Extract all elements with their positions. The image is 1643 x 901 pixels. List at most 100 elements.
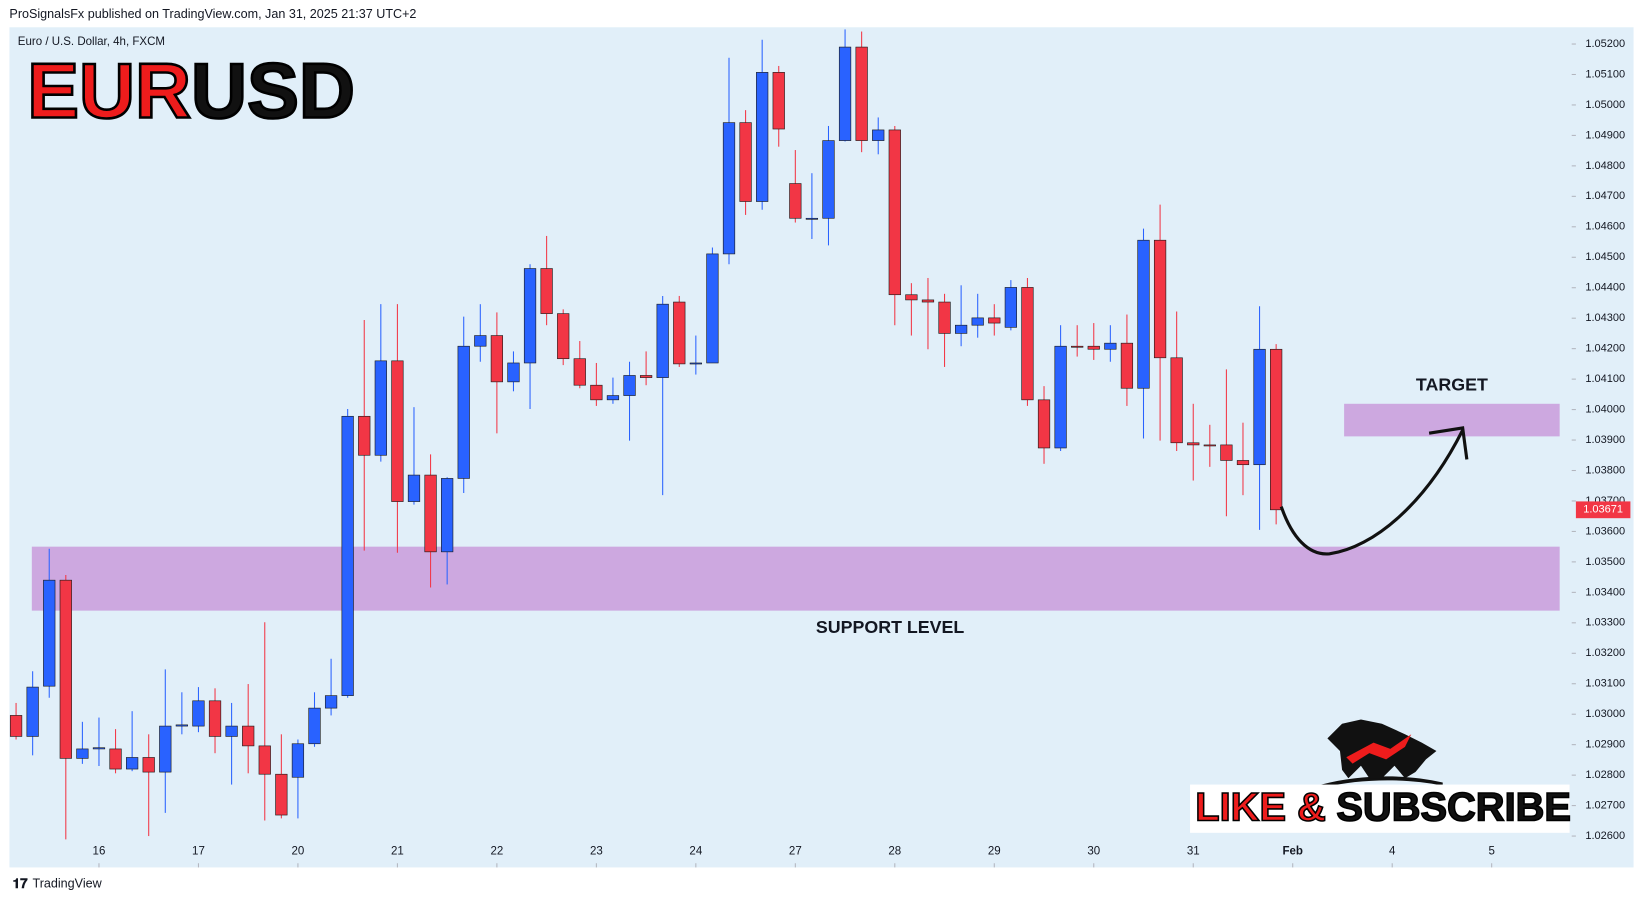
zone-label: TARGET <box>1416 375 1488 395</box>
y-tick-label: 1.04400 <box>1585 282 1625 294</box>
arrow-head <box>1428 426 1469 460</box>
x-tick-label: 24 <box>689 846 702 858</box>
candle-body <box>590 384 603 401</box>
footer-icon: 𝟏𝟕 <box>13 876 29 891</box>
y-tick-label: 1.04200 <box>1585 343 1625 355</box>
zones: SUPPORT LEVEL TARGET <box>31 375 1560 637</box>
candle-body <box>441 478 454 553</box>
candle-body <box>391 360 404 502</box>
candle-body <box>92 747 106 750</box>
candle-body <box>1004 287 1017 328</box>
x-tick-label: 21 <box>391 846 404 858</box>
candle-body <box>1087 345 1100 350</box>
candle-body <box>722 122 736 255</box>
y-tick-label: 1.04700 <box>1585 190 1625 202</box>
candle-body <box>756 72 769 202</box>
candle-body <box>872 129 885 141</box>
candle-body <box>689 362 702 365</box>
candle-body <box>1071 345 1084 348</box>
y-tick-label: 1.03000 <box>1585 708 1625 720</box>
candle-body <box>208 700 222 737</box>
candle-body <box>76 748 89 759</box>
axes: 1.02600 1.02700 1.02800 1.02900 1.03000 1.031… <box>93 38 1631 868</box>
candle-body <box>474 335 487 347</box>
candle-body <box>739 122 752 202</box>
candle-body <box>955 324 968 334</box>
x-tick-label: 27 <box>789 846 802 858</box>
candle-body <box>142 757 155 773</box>
zone <box>31 546 1560 611</box>
candle-body <box>1203 444 1216 447</box>
candle-body <box>159 725 172 773</box>
candle-body <box>1054 345 1067 449</box>
arrow <box>1279 429 1465 556</box>
cta-left: LIKE & <box>1195 785 1326 829</box>
y-tick-label: 1.02800 <box>1585 769 1625 781</box>
candle-body <box>407 474 421 502</box>
y-tick-label: 1.03900 <box>1585 434 1625 446</box>
candle-body <box>9 715 23 737</box>
candle-body <box>109 748 122 770</box>
y-tick-label: 1.05000 <box>1585 99 1625 111</box>
cta: LIKE & SUBSCRIBE <box>1195 785 1571 829</box>
candle-body <box>457 345 470 479</box>
y-tick-label: 1.02700 <box>1585 800 1625 812</box>
candle-body <box>1270 348 1283 511</box>
candle-body <box>905 294 918 301</box>
candle-body <box>1021 287 1034 401</box>
candle-body <box>988 317 1001 324</box>
zone-label: SUPPORT LEVEL <box>816 617 965 637</box>
last-price-tag <box>1575 501 1631 519</box>
candle-body <box>805 217 819 220</box>
y-tick-label: 1.04900 <box>1585 129 1625 141</box>
candle-body <box>673 301 686 365</box>
x-tick-label: 4 <box>1389 846 1396 858</box>
candle-body <box>59 579 72 759</box>
y-tick-label: 1.05100 <box>1585 68 1625 80</box>
candle-body <box>1137 239 1150 389</box>
candle-body <box>225 725 238 737</box>
candle-body <box>26 686 39 737</box>
candle-body <box>43 579 56 687</box>
y-tick-label: 1.04000 <box>1585 403 1625 415</box>
candle-body <box>623 375 636 396</box>
candle-body <box>341 415 354 696</box>
header: ProSignalsFx published on TradingView.co… <box>9 7 416 21</box>
y-tick-label: 1.02900 <box>1585 739 1625 751</box>
x-tick-label: 20 <box>292 846 305 858</box>
candles <box>9 29 1283 840</box>
x-tick-label: 22 <box>490 846 503 858</box>
candle-body <box>358 415 371 456</box>
candle-body <box>192 700 205 727</box>
y-tick-label: 1.04100 <box>1585 373 1625 385</box>
candle-body <box>606 395 620 401</box>
footer: TradingView <box>33 877 103 891</box>
zone <box>1344 403 1560 437</box>
candle-body <box>1253 348 1266 466</box>
y-tick-label: 1.03100 <box>1585 678 1625 690</box>
y-tick-label: 1.03200 <box>1585 647 1625 659</box>
x-tick-label: 31 <box>1187 846 1200 858</box>
y-tick-label: 1.04500 <box>1585 251 1625 263</box>
chart-title: Euro / U.S. Dollar, 4h, FXCM <box>18 36 165 48</box>
candle-body <box>308 707 321 745</box>
y-tick-label: 1.03500 <box>1585 556 1625 568</box>
candle-body <box>557 313 570 360</box>
candle-body <box>938 301 951 334</box>
candle-body <box>1153 239 1167 359</box>
candle-body <box>275 773 288 816</box>
candle-body <box>242 725 255 747</box>
logo: EURUSD <box>27 48 355 134</box>
x-tick-label: 16 <box>93 846 106 858</box>
x-tick-label: 29 <box>988 846 1001 858</box>
x-tick-label: 17 <box>192 846 205 858</box>
y-tick-label: 1.03600 <box>1585 525 1625 537</box>
x-tick-label: 23 <box>590 846 603 858</box>
x-tick-label: 30 <box>1087 846 1100 858</box>
candle-body <box>126 757 139 770</box>
candle-body <box>258 745 271 775</box>
candle-body <box>507 362 520 383</box>
y-tick-label: 1.04800 <box>1585 160 1625 172</box>
